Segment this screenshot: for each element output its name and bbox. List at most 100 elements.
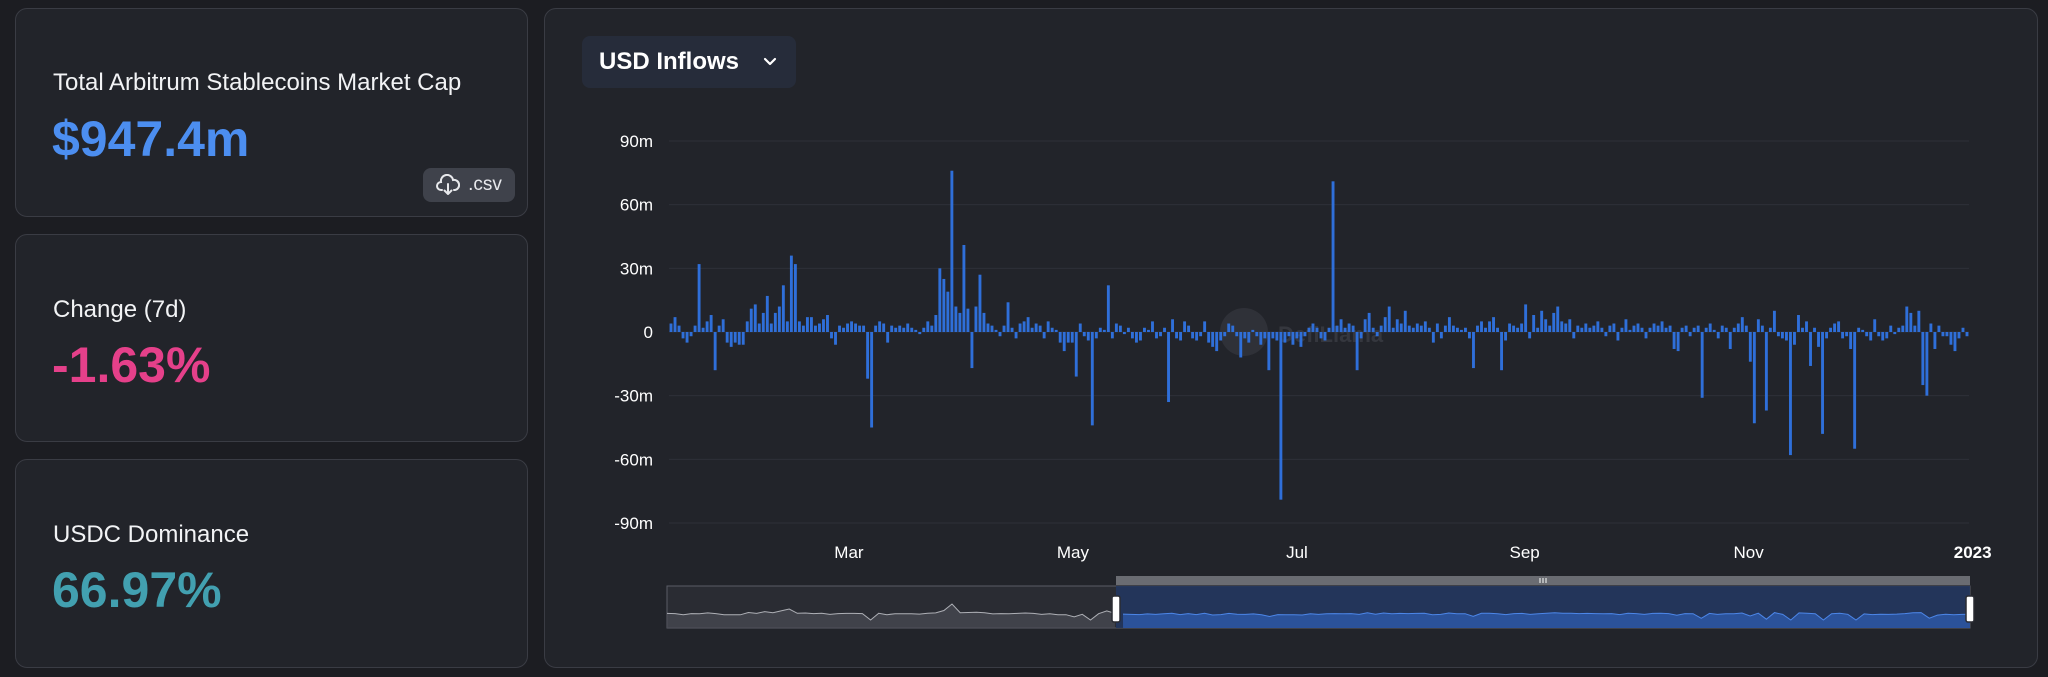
inflow-bar[interactable] xyxy=(697,264,701,332)
inflow-bar[interactable] xyxy=(1447,317,1451,332)
inflow-bar[interactable] xyxy=(1379,325,1383,332)
inflow-bar[interactable] xyxy=(930,325,934,332)
inflow-bar[interactable] xyxy=(1319,332,1323,339)
inflow-bar[interactable] xyxy=(1552,312,1556,332)
inflow-bar[interactable] xyxy=(1656,325,1660,332)
inflow-bar[interactable] xyxy=(1901,325,1905,332)
inflow-bar[interactable] xyxy=(1163,327,1166,332)
inflow-bar[interactable] xyxy=(1540,310,1544,332)
inflow-bar[interactable] xyxy=(1407,325,1411,332)
inflow-bar[interactable] xyxy=(1640,327,1644,332)
inflow-bar[interactable] xyxy=(1600,327,1604,332)
inflow-bar[interactable] xyxy=(870,332,874,428)
inflow-bar[interactable] xyxy=(1431,332,1435,343)
inflow-bar[interactable] xyxy=(950,170,954,332)
inflow-bar[interactable] xyxy=(1833,323,1837,332)
inflow-bar[interactable] xyxy=(1636,323,1640,332)
inflow-bar[interactable] xyxy=(1054,329,1058,332)
inflow-bar[interactable] xyxy=(1391,327,1395,332)
inflow-bar[interactable] xyxy=(1187,325,1191,332)
inflow-bar[interactable] xyxy=(737,332,741,345)
inflow-bar[interactable] xyxy=(1247,332,1251,343)
inflow-bar[interactable] xyxy=(745,321,749,332)
inflow-bar[interactable] xyxy=(1508,323,1512,332)
inflow-bar[interactable] xyxy=(1411,327,1415,332)
inflow-bar[interactable] xyxy=(1279,332,1283,500)
inflow-bar[interactable] xyxy=(1167,332,1170,403)
inflow-bar[interactable] xyxy=(1307,327,1311,332)
inflow-bar[interactable] xyxy=(1965,332,1969,337)
inflow-bar[interactable] xyxy=(765,295,769,332)
inflow-bar[interactable] xyxy=(1331,181,1335,332)
inflow-bar[interactable] xyxy=(1608,325,1612,332)
inflow-bar[interactable] xyxy=(846,323,849,332)
inflow-bar[interactable] xyxy=(1504,332,1508,341)
inflow-bar[interactable] xyxy=(1492,317,1495,332)
inflow-bar[interactable] xyxy=(1776,332,1780,337)
inflow-bar[interactable] xyxy=(1191,332,1195,339)
inflow-bar[interactable] xyxy=(1865,332,1869,337)
inflow-bar[interactable] xyxy=(1877,332,1881,337)
inflow-bar[interactable] xyxy=(1030,327,1034,332)
inflow-bar[interactable] xyxy=(850,321,854,332)
inflow-bar[interactable] xyxy=(1255,332,1259,337)
inflow-bar[interactable] xyxy=(1817,332,1820,347)
inflow-bar[interactable] xyxy=(1712,329,1716,332)
inflow-bar[interactable] xyxy=(1921,332,1925,386)
inflow-bar[interactable] xyxy=(1716,332,1720,339)
inflow-bar[interactable] xyxy=(1925,332,1929,396)
inflow-bar[interactable] xyxy=(733,332,737,343)
inflow-bar[interactable] xyxy=(1155,332,1158,339)
inflow-bar[interactable] xyxy=(1588,327,1592,332)
inflow-bar[interactable] xyxy=(962,244,966,332)
inflow-bar[interactable] xyxy=(1684,325,1688,332)
inflow-bar[interactable] xyxy=(1961,327,1965,332)
inflow-bar[interactable] xyxy=(1070,332,1074,343)
inflow-bar[interactable] xyxy=(1744,325,1748,332)
inflow-bar[interactable] xyxy=(1451,325,1455,332)
chart-type-dropdown[interactable]: USD Inflows xyxy=(582,36,796,88)
inflow-bar[interactable] xyxy=(1945,332,1949,337)
inflow-bar[interactable] xyxy=(1768,327,1772,332)
inflow-bar[interactable] xyxy=(1094,332,1098,339)
inflow-bar[interactable] xyxy=(1728,332,1732,349)
inflow-bar[interactable] xyxy=(886,332,890,343)
inflow-bar[interactable] xyxy=(1263,332,1267,339)
inflow-bar[interactable] xyxy=(1143,327,1146,332)
inflow-bar[interactable] xyxy=(1271,332,1275,339)
inflow-bar[interactable] xyxy=(1415,323,1419,332)
inflow-bar[interactable] xyxy=(1147,329,1150,332)
inflow-bar[interactable] xyxy=(974,306,978,332)
inflow-bar[interactable] xyxy=(982,312,986,332)
inflow-bar[interactable] xyxy=(998,332,1002,337)
inflow-bar[interactable] xyxy=(1090,332,1094,426)
inflow-bar[interactable] xyxy=(1303,332,1307,337)
inflow-bar[interactable] xyxy=(858,325,862,332)
inflow-bar[interactable] xyxy=(1211,332,1215,347)
inflow-bar[interactable] xyxy=(1736,323,1740,332)
inflow-bar[interactable] xyxy=(1592,325,1596,332)
inflow-bar[interactable] xyxy=(1789,332,1792,456)
inflow-bar[interactable] xyxy=(1760,325,1764,332)
inflow-bar[interactable] xyxy=(1616,332,1620,341)
inflow-bar[interactable] xyxy=(741,332,745,345)
inflow-bar[interactable] xyxy=(1909,312,1913,332)
range-slider[interactable] xyxy=(666,576,1975,629)
inflow-bar[interactable] xyxy=(1062,332,1066,352)
inflow-bar[interactable] xyxy=(1367,312,1371,332)
inflow-bar[interactable] xyxy=(1283,332,1287,343)
inflow-bar[interactable] xyxy=(1183,321,1187,332)
inflow-bar[interactable] xyxy=(934,315,938,332)
inflow-bar[interactable] xyxy=(1700,332,1704,398)
inflow-bar[interactable] xyxy=(1484,327,1487,332)
inflow-bar[interactable] xyxy=(1544,319,1548,332)
inflow-bar[interactable] xyxy=(785,321,789,332)
inflow-bar[interactable] xyxy=(1564,323,1568,332)
inflow-bar[interactable] xyxy=(1459,329,1463,332)
inflow-bar[interactable] xyxy=(701,327,705,332)
inflow-bar[interactable] xyxy=(793,264,797,332)
inflow-bar[interactable] xyxy=(669,323,673,332)
inflow-bar[interactable] xyxy=(834,332,837,345)
inflow-bar[interactable] xyxy=(1632,325,1636,332)
inflow-bar[interactable] xyxy=(1287,332,1291,337)
